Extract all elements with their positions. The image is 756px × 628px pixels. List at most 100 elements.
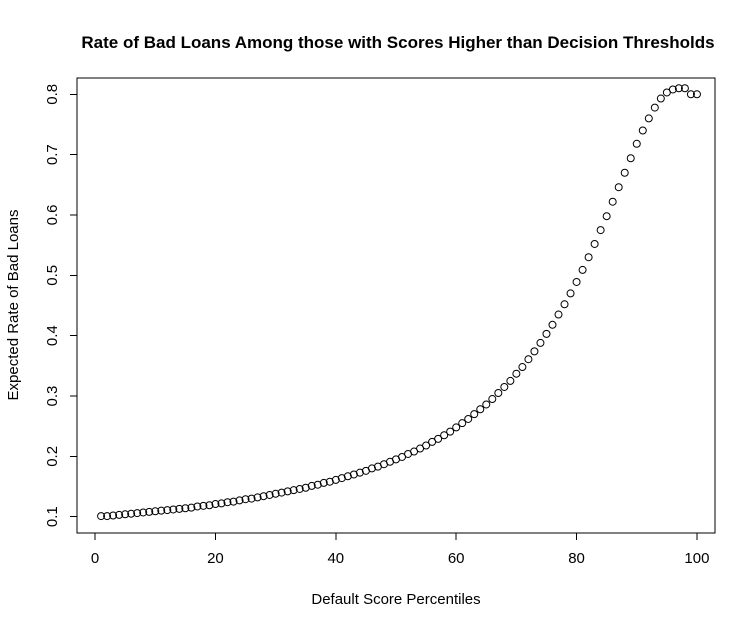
data-point — [692, 90, 701, 99]
x-tick-label: 20 — [207, 550, 224, 567]
data-point — [277, 488, 286, 497]
data-point — [632, 139, 641, 148]
data-point — [109, 511, 118, 520]
data-point — [241, 495, 250, 504]
data-point — [524, 355, 533, 364]
data-point — [566, 289, 575, 298]
x-tick-label: 40 — [327, 550, 344, 567]
data-point — [349, 470, 358, 479]
data-point — [301, 483, 310, 492]
x-tick-label: 80 — [568, 550, 585, 567]
data-point — [530, 347, 539, 356]
data-point — [518, 363, 527, 372]
data-point — [121, 510, 130, 519]
data-point — [506, 376, 515, 385]
data-point — [620, 168, 629, 177]
data-point — [488, 395, 497, 404]
data-point — [295, 484, 304, 493]
data-point — [223, 498, 232, 507]
data-point — [103, 512, 112, 521]
data-point — [289, 486, 298, 495]
data-point — [542, 329, 551, 338]
y-tick-label: 0.3 — [44, 386, 61, 407]
data-point — [229, 497, 238, 506]
y-tick-label: 0.4 — [44, 325, 61, 346]
data-point — [434, 434, 443, 443]
data-point — [614, 183, 623, 192]
data-point — [602, 212, 611, 221]
data-point — [458, 419, 467, 428]
y-tick-label: 0.2 — [44, 446, 61, 467]
y-tick-label: 0.7 — [44, 144, 61, 165]
data-point — [283, 487, 292, 496]
data-point — [578, 265, 587, 274]
data-point — [440, 431, 449, 440]
data-point — [482, 400, 491, 409]
x-axis: 0 20 40 60 80 100 — [91, 532, 709, 567]
y-tick-label: 0.6 — [44, 205, 61, 226]
data-point — [337, 474, 346, 483]
data-point — [217, 499, 226, 508]
data-point — [253, 493, 262, 502]
data-point — [97, 512, 106, 521]
x-tick-label: 60 — [448, 550, 465, 567]
data-point — [145, 507, 154, 516]
data-point — [644, 114, 653, 123]
data-point — [169, 505, 178, 514]
data-point — [331, 475, 340, 484]
data-point — [175, 504, 184, 513]
data-point — [133, 509, 142, 518]
data-points — [97, 84, 701, 521]
data-point — [572, 277, 581, 286]
data-point — [355, 468, 364, 477]
data-point — [494, 389, 503, 397]
y-tick-label: 0.1 — [44, 506, 61, 527]
data-point — [343, 472, 352, 481]
data-point — [247, 494, 256, 503]
data-point — [584, 253, 593, 262]
data-point — [187, 503, 196, 512]
x-axis-label: Default Score Percentiles — [311, 591, 480, 608]
data-point — [560, 300, 569, 309]
data-point — [235, 496, 244, 505]
data-point — [127, 509, 136, 518]
data-point — [313, 480, 322, 489]
data-point — [199, 501, 208, 510]
data-point — [536, 338, 545, 347]
data-point — [464, 414, 473, 423]
chart-title: Rate of Bad Loans Among those with Score… — [81, 33, 714, 52]
x-tick-label: 100 — [684, 550, 709, 567]
data-point — [271, 489, 280, 498]
data-point — [626, 154, 635, 163]
data-point — [319, 478, 328, 487]
data-point — [211, 500, 220, 509]
data-point — [325, 477, 334, 486]
plot-area-border — [76, 77, 716, 534]
x-tick-label: 0 — [91, 550, 99, 567]
y-tick-label: 0.5 — [44, 265, 61, 286]
y-axis-label: Expected Rate of Bad Loans — [5, 210, 22, 401]
data-point — [650, 103, 659, 112]
data-point — [151, 507, 160, 516]
data-point — [367, 464, 376, 473]
data-point — [680, 84, 689, 93]
data-point — [265, 490, 274, 499]
data-point — [554, 310, 563, 319]
data-point — [422, 441, 431, 450]
data-point — [596, 226, 605, 235]
data-point — [476, 405, 485, 414]
data-point — [181, 504, 190, 513]
data-point — [500, 382, 509, 391]
data-point — [259, 492, 268, 501]
data-point — [548, 320, 557, 329]
data-point — [157, 506, 166, 515]
data-point — [115, 510, 124, 519]
data-point — [139, 508, 148, 517]
data-point — [163, 506, 172, 515]
data-point — [590, 239, 599, 248]
data-point — [512, 369, 521, 378]
y-tick-label: 0.8 — [44, 84, 61, 105]
data-point — [656, 94, 665, 103]
data-point — [446, 427, 455, 436]
data-point — [470, 410, 479, 419]
